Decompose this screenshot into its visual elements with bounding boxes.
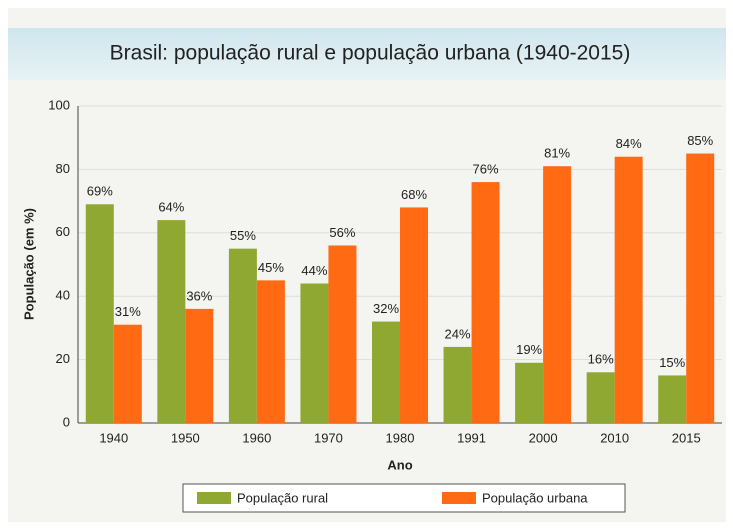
- bar: [658, 375, 687, 423]
- bar: [157, 220, 186, 423]
- bar: [372, 321, 400, 423]
- legend: [182, 483, 626, 513]
- data-label: 64%: [158, 200, 184, 215]
- panel: [8, 8, 726, 522]
- x-tick-label: 1980: [386, 430, 415, 445]
- legend-swatch: [442, 492, 476, 504]
- y-axis-label: População (em %): [21, 208, 36, 320]
- bar: [300, 283, 329, 423]
- data-label: 85%: [687, 133, 713, 148]
- bar: [328, 245, 357, 423]
- data-label: 69%: [87, 184, 113, 199]
- data-label: 55%: [230, 228, 256, 243]
- data-label: 24%: [445, 326, 471, 341]
- bar: [185, 308, 214, 423]
- data-label: 76%: [473, 162, 499, 177]
- legend-label: População urbana: [482, 490, 588, 505]
- x-tick-label: 1991: [457, 430, 486, 445]
- data-label: 31%: [115, 304, 141, 319]
- x-tick-label: 1950: [171, 430, 200, 445]
- x-tick-label: 2000: [529, 430, 558, 445]
- bar: [471, 182, 500, 423]
- bar: [443, 346, 472, 423]
- bar: [686, 153, 715, 424]
- chart-title: Brasil: população rural e população urba…: [110, 42, 631, 65]
- bar: [85, 204, 114, 423]
- bar: [586, 372, 615, 423]
- x-tick-label: 2010: [600, 430, 629, 445]
- data-label: 44%: [301, 263, 327, 278]
- x-tick-label: 2015: [672, 430, 701, 445]
- title-band: [8, 28, 726, 80]
- y-tick-label: 80: [56, 161, 70, 176]
- y-tick-label: 60: [56, 224, 70, 239]
- y-tick-label: 40: [56, 288, 70, 303]
- y-tick-label: 20: [56, 351, 70, 366]
- data-label: 16%: [588, 352, 614, 367]
- bar: [228, 248, 257, 423]
- bar: [256, 280, 285, 423]
- data-label: 45%: [258, 260, 284, 275]
- x-axis-label: Ano: [387, 457, 412, 472]
- data-label: 68%: [401, 187, 427, 202]
- bar: [113, 324, 142, 423]
- x-tick-label: 1960: [242, 430, 271, 445]
- x-tick-label: 1940: [99, 430, 128, 445]
- bar: [543, 166, 572, 424]
- data-label: 32%: [373, 301, 399, 316]
- data-label: 56%: [329, 225, 355, 240]
- y-tick-label: 0: [63, 414, 70, 429]
- data-label: 81%: [544, 146, 570, 161]
- bar: [515, 362, 544, 423]
- legend-swatch: [197, 492, 231, 504]
- x-tick-label: 1970: [314, 430, 343, 445]
- data-label: 36%: [186, 288, 212, 303]
- bar: [614, 156, 643, 423]
- legend-label: População rural: [237, 490, 328, 505]
- data-label: 19%: [516, 342, 542, 357]
- data-label: 84%: [616, 136, 642, 151]
- bar: [400, 207, 428, 423]
- y-tick-label: 100: [48, 97, 70, 112]
- data-label: 15%: [659, 355, 685, 370]
